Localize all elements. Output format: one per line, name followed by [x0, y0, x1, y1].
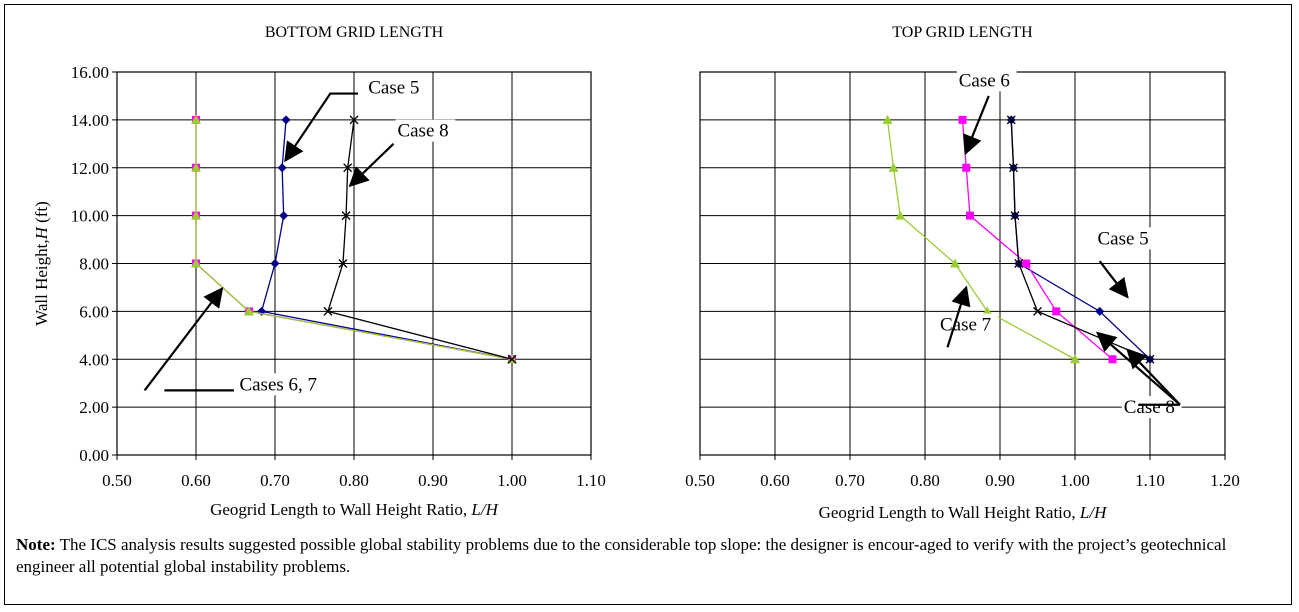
- series-line: [327, 119, 513, 360]
- top-grid-length-chart: 0.50 0.60 0.70 0.80 0.90 1.00 1.10 1.20 TOP GRID…: [685, 24, 1240, 522]
- data-point-x: [1010, 211, 1020, 221]
- series-line: [260, 119, 513, 360]
- annotation-label: Case 6: [959, 70, 1010, 91]
- chart-title: BOTTOM GRID LENGTH: [265, 24, 444, 41]
- data-point-x: [1014, 259, 1024, 268]
- x-tick-label: 1.10: [1135, 471, 1165, 490]
- annotation-arrow: [348, 143, 395, 188]
- x-tick-label: 0.60: [181, 471, 211, 490]
- data-point-triangle: [191, 162, 201, 172]
- x-tick-label: 1.00: [1060, 471, 1090, 490]
- annotation-label-background: [366, 76, 427, 99]
- y-axis-label: Wall Height,H (ft): [32, 201, 51, 326]
- data-point-triangle: [1070, 354, 1080, 364]
- data-point-square: [1052, 307, 1061, 316]
- x-tick-label: 0.60: [760, 471, 790, 490]
- data-point-x: [323, 306, 333, 316]
- annotation-label-background: [237, 373, 335, 396]
- series-line: [886, 119, 1076, 360]
- x-tick-label: 0.90: [418, 471, 448, 490]
- annotation-label-background: [1095, 227, 1156, 250]
- annotation-arrow: [1126, 348, 1181, 406]
- y-tick-label: 14.00: [71, 111, 109, 130]
- data-point-triangle: [895, 210, 906, 220]
- x-tick-label: 1.10: [576, 471, 606, 490]
- x-tick-label: 0.90: [985, 471, 1015, 490]
- data-point-triangle: [882, 114, 893, 124]
- data-point-diamond: [279, 211, 289, 221]
- annotation-arrow: [284, 92, 358, 163]
- data-point-triangle: [982, 306, 993, 316]
- annotation-arrow: [1098, 260, 1129, 299]
- data-point-diamond: [277, 163, 287, 173]
- data-point-triangle: [191, 114, 201, 124]
- x-axis-label: Geogrid Length to Wall Height Ratio, L/H: [210, 500, 499, 519]
- y-tick-label: 8.00: [79, 255, 109, 274]
- data-point-square: [1108, 355, 1117, 364]
- data-point-square: [1022, 259, 1031, 268]
- annotation-arrow: [143, 287, 224, 392]
- annotation-arrow: [1096, 331, 1181, 406]
- series-line: [1010, 119, 1151, 360]
- data-point-triangle: [191, 210, 201, 220]
- annotation-label-background: [1121, 396, 1182, 419]
- figure-frame: [4, 4, 1292, 605]
- series-line: [961, 119, 1113, 360]
- note-label: Note:: [16, 535, 56, 554]
- data-point-diamond: [1095, 306, 1105, 316]
- x-tick-label: 0.70: [835, 471, 865, 490]
- x-axis-label: Geogrid Length to Wall Height Ratio, L/H: [819, 503, 1108, 522]
- y-tick-label: 2.00: [79, 398, 109, 417]
- data-point-x: [1145, 354, 1155, 364]
- note-paragraph: Note: The ICS analysis results suggested…: [16, 534, 1276, 578]
- data-point-x: [1009, 163, 1018, 173]
- y-tick-label: 0.00: [79, 446, 109, 465]
- data-point-triangle: [191, 258, 201, 268]
- bottom-grid-length-chart: 0.50 0.60 0.70 0.80 0.90 1.00 1.10 0.00 2.00 4.00…: [32, 24, 606, 519]
- data-point-diamond: [281, 115, 291, 125]
- x-tick-label: 0.50: [685, 471, 715, 490]
- annotation-label-background: [395, 119, 456, 142]
- annotation-label: Case 7: [940, 315, 991, 336]
- note-text: The ICS analysis results suggested possi…: [16, 535, 1227, 576]
- annotation-label: Case 8: [397, 121, 448, 142]
- x-tick-label: 0.80: [910, 471, 940, 490]
- y-tick-label: 12.00: [71, 159, 109, 178]
- data-point-square: [966, 211, 974, 220]
- x-tick-label: 0.50: [102, 471, 132, 490]
- annotation-label: Cases 6, 7: [239, 374, 317, 395]
- annotation-label-background: [956, 69, 1017, 92]
- annotation-arrow: [963, 95, 990, 156]
- data-point-triangle: [950, 258, 960, 268]
- data-point-x: [338, 259, 348, 268]
- x-tick-label: 1.20: [1210, 471, 1240, 490]
- annotation-label: Case 8: [1124, 397, 1175, 418]
- data-point-triangle: [243, 306, 254, 316]
- data-point-diamond: [270, 259, 280, 268]
- data-point-x: [1033, 306, 1042, 316]
- series-line: [195, 119, 513, 360]
- y-tick-label: 6.00: [79, 302, 109, 321]
- y-tick-label: 16.00: [71, 63, 109, 82]
- data-point-x: [349, 115, 359, 125]
- x-tick-label: 0.80: [339, 471, 369, 490]
- data-point-x: [507, 354, 517, 364]
- data-point-square: [958, 115, 967, 124]
- data-point-square: [962, 163, 971, 172]
- x-tick-label: 1.00: [497, 471, 527, 490]
- data-point-triangle: [888, 162, 899, 172]
- data-point-x: [341, 211, 351, 221]
- x-tick-label: 0.70: [260, 471, 290, 490]
- data-point-x: [1006, 115, 1016, 125]
- annotation-label: Case 5: [1098, 228, 1149, 249]
- y-tick-label: 10.00: [71, 207, 109, 226]
- annotation-label: Case 5: [368, 78, 419, 99]
- annotation-arrow: [946, 285, 971, 348]
- chart-title: TOP GRID LENGTH: [892, 24, 1033, 41]
- y-tick-label: 4.00: [79, 350, 109, 369]
